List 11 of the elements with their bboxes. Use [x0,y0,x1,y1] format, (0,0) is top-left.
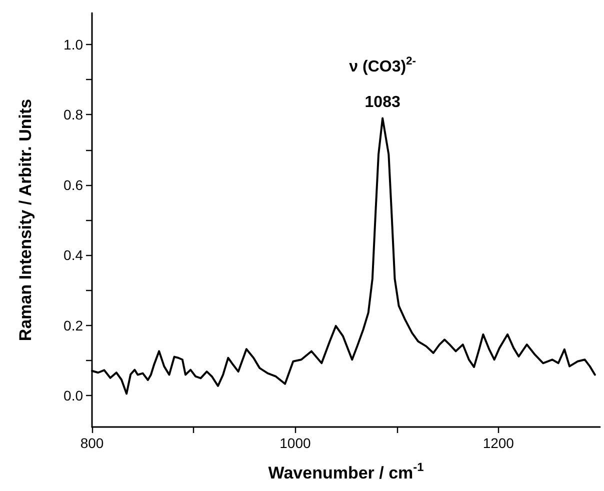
annotation: 1083 [364,94,400,111]
y-tick-label: 0.4 [64,247,84,264]
x-tick-label: 1200 [482,435,514,451]
y-tick-label: 0.6 [64,176,84,193]
y-tick-label: 0.8 [64,106,84,123]
x-tick-label: 800 [80,435,104,451]
y-tick-label: 0.2 [64,317,84,334]
x-tick-label: 1000 [280,435,311,451]
y-axis-title: Raman Intensity / Arbitr. Units [16,98,35,342]
y-tick-label: 1.0 [64,36,84,53]
y-tick-label: 0.0 [64,387,84,404]
